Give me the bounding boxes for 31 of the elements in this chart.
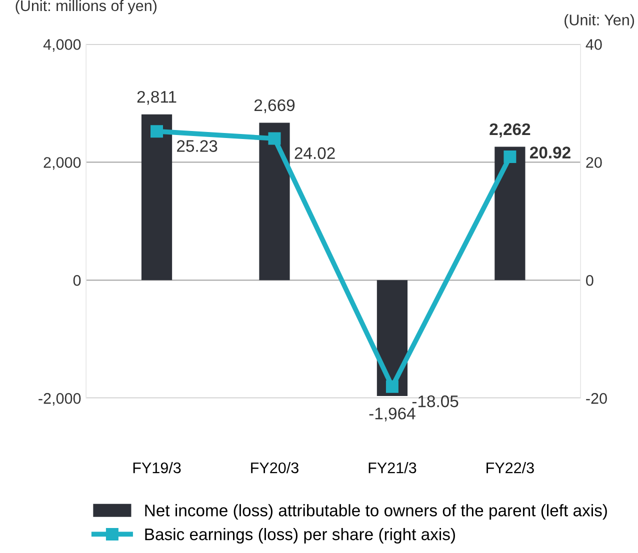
bar	[259, 122, 290, 280]
data-label: 25.23	[177, 140, 218, 152]
data-label: 24.02	[294, 147, 335, 160]
point	[150, 125, 164, 138]
y2-tick-label: -20	[586, 393, 607, 404]
y-tick-label: 4,000	[43, 39, 81, 52]
data-label: 2,811	[137, 90, 176, 105]
y2-tick-label: 0	[586, 275, 594, 286]
legend-label: Net income (loss) attributable to owners of the parent (left axis)	[145, 504, 607, 520]
point	[268, 132, 281, 145]
point	[386, 380, 398, 393]
y2-tick-label: 20	[586, 157, 602, 168]
bar	[494, 146, 526, 280]
data-label: 2,669	[254, 99, 295, 114]
y-tick-label: 2,000	[44, 157, 81, 170]
legend-label: Basic earnings (loss) per share (right axis)	[145, 528, 455, 544]
data-label: -18.05	[412, 395, 458, 408]
data-label: -1,964	[369, 408, 416, 422]
y-tick-label: -2,000	[38, 393, 81, 406]
y-tick-label: 0	[73, 275, 81, 286]
x-tick-label: FY20/3	[251, 462, 298, 474]
x-tick-label: FY19/3	[133, 462, 181, 474]
x-tick-label: FY21/3	[368, 462, 416, 474]
y2-axis-title: (Unit: Yen)	[564, 14, 634, 28]
bar	[141, 114, 172, 280]
y-axis-title: (Unit: millions of yen)	[16, 0, 156, 14]
data-label: 20.92	[530, 146, 570, 158]
data-label: 2,262	[490, 123, 530, 138]
x-tick-label: FY22/3	[486, 462, 534, 474]
y2-tick-label: 40	[586, 39, 602, 50]
point	[504, 150, 516, 164]
